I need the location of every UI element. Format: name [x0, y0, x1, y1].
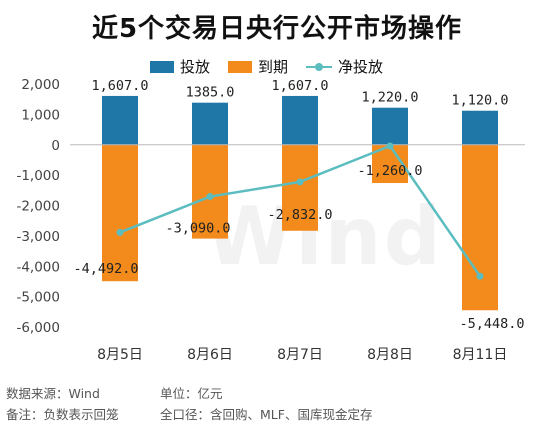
legend-swatch-net: [306, 61, 333, 73]
y-tick-label: -4,000: [16, 259, 60, 275]
x-category-label: 8月7日: [277, 347, 323, 363]
y-tick-label: 2,000: [21, 77, 60, 93]
bar-invest: [192, 102, 228, 145]
x-category-label: 8月6日: [187, 347, 233, 363]
bar-expire: [462, 144, 498, 311]
y-tick-label: 1,000: [21, 107, 60, 123]
legend: 投放 到期 净投放: [150, 56, 383, 77]
bar-invest: [102, 95, 138, 145]
legend-swatch-expire: [228, 60, 253, 73]
net-point: [296, 178, 304, 186]
label-invest: 1,120.0: [452, 93, 509, 109]
y-tick-label: -5,000: [16, 290, 60, 306]
label-invest: 1,607.0: [92, 78, 149, 94]
bar-expire: [282, 144, 318, 231]
label-expire: -2,832.0: [267, 207, 332, 223]
bar-invest: [462, 110, 498, 145]
bar-expire: [192, 144, 228, 239]
legend-label-expire: 到期: [258, 58, 289, 76]
y-tick-label: -2,000: [16, 199, 60, 215]
footer-source: 数据来源：Wind: [6, 386, 100, 401]
net-point: [206, 193, 214, 201]
legend-item-net: 净投放: [306, 56, 383, 77]
label-invest: 1,220.0: [362, 90, 419, 106]
legend-item-expire: 到期: [228, 56, 288, 77]
chart-title: 近5个交易日央行公开市场操作: [91, 14, 463, 44]
x-category-label: 8月8日: [367, 347, 413, 363]
y-tick-label: -6,000: [16, 320, 60, 336]
net-point: [116, 228, 124, 236]
bar-invest: [282, 95, 318, 145]
net-point: [476, 272, 484, 280]
legend-label-invest: 投放: [180, 58, 211, 76]
x-category-label: 8月11日: [453, 347, 508, 363]
label-expire: -5,448.0: [459, 316, 524, 332]
net-point: [386, 142, 394, 150]
bar-expire: [102, 144, 138, 282]
legend-swatch-invest: [150, 60, 174, 73]
legend-item-invest: 投放: [150, 56, 210, 77]
y-tick-label: 0: [51, 138, 60, 154]
label-expire: -1,260.0: [357, 163, 422, 179]
footer-unit: 单位：亿元: [160, 386, 223, 401]
x-category-label: 8月5日: [97, 347, 143, 363]
footer-note: 备注：负数表示回笼: [6, 407, 119, 422]
y-tick-label: -1,000: [16, 168, 60, 184]
label-expire: -4,492.0: [73, 261, 138, 277]
watermark: Wind: [205, 190, 443, 283]
label-expire: -3,090.0: [165, 221, 230, 237]
label-invest: 1385.0: [186, 85, 235, 101]
label-invest: 1,607.0: [272, 78, 329, 94]
footer-scope: 全口径：含回购、MLF、国库现金定存: [160, 407, 373, 422]
legend-label-net: 净投放: [338, 58, 384, 76]
bar-invest: [372, 107, 408, 145]
y-tick-label: -3,000: [16, 229, 60, 245]
